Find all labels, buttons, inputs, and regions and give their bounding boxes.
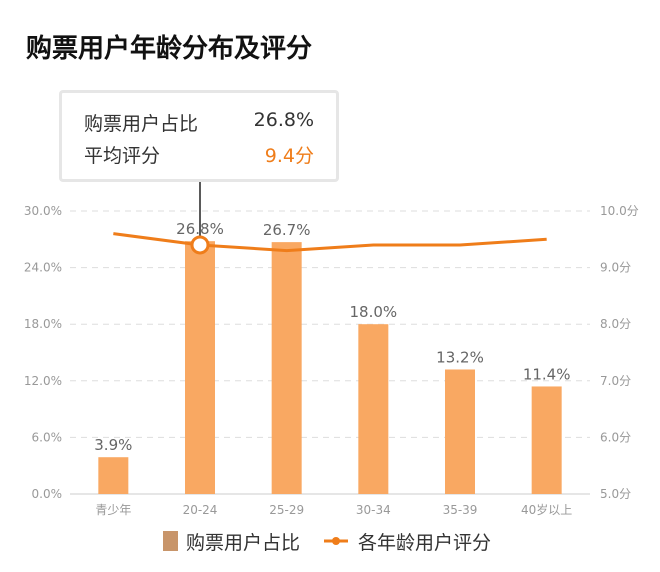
y-left-tick-label: 6.0%: [32, 430, 63, 444]
bar-value-label: 3.9%: [94, 436, 132, 454]
legend-bar-swatch: [163, 531, 178, 551]
bar: [271, 242, 302, 494]
chart-title: 购票用户年龄分布及评分: [26, 34, 313, 64]
bar-value-label: 18.0%: [350, 303, 398, 321]
x-tick-label: 20-24: [183, 503, 218, 517]
bar-value-label: 26.8%: [176, 220, 224, 238]
y-right-tick-label: 7.0分: [600, 374, 631, 388]
y-left-tick-label: 30.0%: [24, 204, 62, 218]
x-tick-label: 35-39: [443, 503, 478, 517]
tooltip-label: 购票用户占比: [84, 113, 199, 135]
y-left-tick-label: 0.0%: [32, 487, 63, 501]
bar-value-label: 11.4%: [523, 365, 571, 383]
y-right-tick-label: 5.0分: [600, 487, 631, 501]
y-right-tick-label: 9.0分: [600, 261, 631, 275]
bar-value-label: 26.7%: [263, 221, 311, 239]
rating-line: [113, 232, 547, 253]
y-right-tick-label: 8.0分: [600, 317, 631, 331]
bar: [445, 369, 475, 494]
y-left-tick-label: 12.0%: [24, 374, 62, 388]
legend-line-dot: [332, 537, 340, 545]
tooltip-value: 26.8%: [253, 109, 314, 131]
y-left-tick-label: 18.0%: [24, 317, 62, 331]
x-tick-label: 30-34: [356, 503, 391, 517]
y-left-tick-label: 24.0%: [24, 261, 62, 275]
tooltip-value: 9.4分: [264, 145, 314, 167]
bar: [185, 241, 215, 494]
legend-label: 各年龄用户评分: [358, 532, 491, 554]
legend-label: 购票用户占比: [186, 532, 300, 554]
x-tick-label: 25-29: [269, 503, 304, 517]
bar: [531, 386, 562, 494]
y-right-tick-label: 10.0分: [600, 204, 639, 218]
bar-value-label: 13.2%: [436, 348, 484, 366]
tooltip: 购票用户占比 26.8% 平均评分 9.4分: [59, 90, 339, 182]
tooltip-label: 平均评分: [84, 145, 161, 167]
y-right-tick-label: 6.0分: [600, 430, 631, 444]
bar: [98, 457, 129, 494]
x-tick-label: 青少年: [95, 503, 131, 517]
bar: [358, 324, 389, 494]
x-tick-label: 40岁以上: [521, 502, 572, 517]
highlight-point: [190, 235, 210, 255]
